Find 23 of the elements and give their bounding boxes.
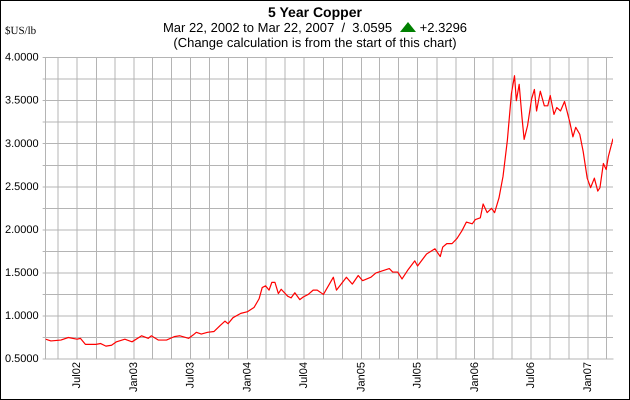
text: (Change calculation is from the start of this chart) <box>173 35 457 50</box>
y-tick-label: 4.0000 <box>4 52 39 64</box>
y-tick-label: 3.0000 <box>4 138 39 150</box>
y-tick-label: 1.5000 <box>4 266 39 279</box>
x-tick-label: Jan03 <box>128 362 140 392</box>
x-tick-label: Jan04 <box>242 362 254 392</box>
x-tick-label: Jan05 <box>355 362 368 392</box>
y-tick-label: 2.5000 <box>4 180 39 193</box>
x-tick-label: Jul04 <box>298 362 310 388</box>
x-tick-label: Jul02 <box>71 362 84 388</box>
y-tick-label: 3.5000 <box>4 94 39 107</box>
chart-title: 5 Year Copper <box>267 4 363 20</box>
x-tick-label: Jul05 <box>412 362 424 388</box>
chart-subtitle: Mar 22, 2002 to Mar 22, 2007 / 3.0595 <box>162 20 394 35</box>
x-tick-label: Jan06 <box>468 362 481 392</box>
x-tick-label: Jul03 <box>184 362 196 388</box>
text: +2.3296 <box>420 20 468 35</box>
y-tick-label: 1.0000 <box>4 310 39 322</box>
x-tick-label: Jul06 <box>525 362 538 388</box>
y-tick-label: 2.0000 <box>4 224 39 236</box>
x-tick-label: Jan07 <box>582 362 594 392</box>
y-tick-label: 0.5000 <box>4 353 39 366</box>
y-axis-title: $US/lb <box>5 25 36 37</box>
